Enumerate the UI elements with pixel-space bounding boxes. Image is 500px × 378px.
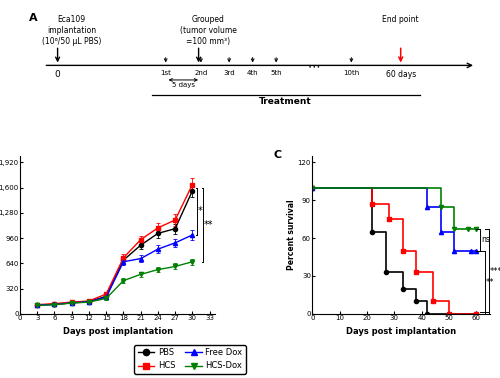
Text: 10th: 10th [343, 70, 359, 76]
Text: ⋯: ⋯ [308, 60, 320, 73]
Text: 0: 0 [54, 70, 60, 79]
Text: **: ** [486, 278, 494, 287]
Text: 5th: 5th [270, 70, 282, 76]
Text: Treatment: Treatment [259, 98, 312, 106]
Text: Grouped
(tumor volume
=100 mm³): Grouped (tumor volume =100 mm³) [180, 15, 236, 46]
Text: Eca109
implantation
(10⁶/50 μL PBS): Eca109 implantation (10⁶/50 μL PBS) [42, 15, 102, 46]
Text: *: * [198, 206, 202, 216]
Text: End point: End point [382, 15, 419, 24]
Y-axis label: Percent survival: Percent survival [287, 200, 296, 270]
Text: 1st: 1st [160, 70, 171, 76]
Text: C: C [274, 150, 281, 160]
Text: A: A [30, 13, 38, 23]
Legend: PBS, HCS, Free Dox, HCS-Dox: PBS, HCS, Free Dox, HCS-Dox [134, 345, 246, 374]
Text: ***: *** [490, 267, 500, 276]
Text: 5 days: 5 days [172, 82, 195, 88]
Text: 4th: 4th [247, 70, 258, 76]
Text: **: ** [204, 220, 213, 230]
Text: 2nd: 2nd [194, 70, 207, 76]
X-axis label: Days post implantation: Days post implantation [346, 327, 456, 336]
Text: ns: ns [482, 235, 490, 245]
Text: 3rd: 3rd [224, 70, 235, 76]
X-axis label: Days post implantation: Days post implantation [62, 327, 173, 336]
Text: 60 days: 60 days [386, 70, 416, 79]
